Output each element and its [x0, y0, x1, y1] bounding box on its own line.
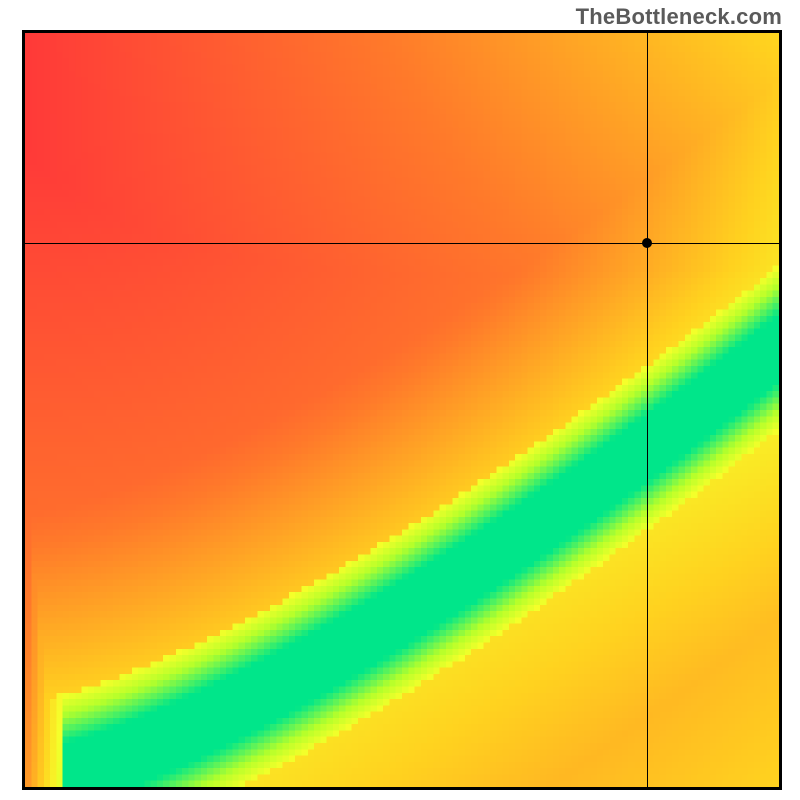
plot-frame	[22, 30, 782, 790]
crosshair-marker	[642, 238, 652, 248]
watermark-text: TheBottleneck.com	[576, 4, 782, 30]
crosshair-vertical	[647, 33, 648, 787]
crosshair-horizontal	[25, 243, 779, 244]
